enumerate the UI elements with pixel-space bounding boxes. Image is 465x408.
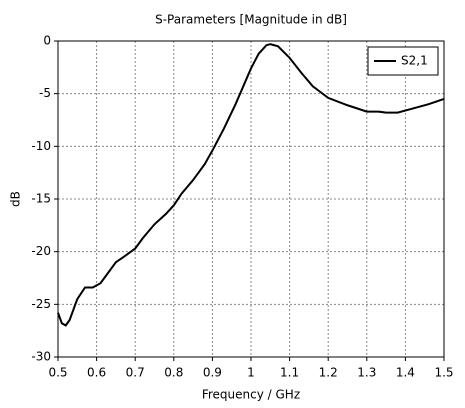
x-tick-label: 0.9 bbox=[203, 366, 222, 380]
x-tick-label: 1.5 bbox=[434, 366, 453, 380]
x-tick-label: 1 bbox=[247, 366, 255, 380]
legend-label: S2,1 bbox=[401, 54, 428, 68]
y-tick-label: -20 bbox=[31, 244, 51, 258]
x-axis-label: Frequency / GHz bbox=[202, 388, 300, 402]
x-tick-label: 0.5 bbox=[48, 366, 67, 380]
y-tick-label: -30 bbox=[31, 350, 51, 364]
x-tick-label: 0.7 bbox=[126, 366, 145, 380]
chart-title: S-Parameters [Magnitude in dB] bbox=[155, 13, 347, 27]
x-tick-label: 0.6 bbox=[87, 366, 106, 380]
x-tick-label: 0.8 bbox=[164, 366, 183, 380]
plot-frame bbox=[57, 40, 445, 358]
y-tick-label: 0 bbox=[43, 34, 51, 48]
y-axis-label: dB bbox=[9, 191, 23, 207]
y-tick-label: -10 bbox=[31, 139, 51, 153]
x-tick-label: 1.2 bbox=[319, 366, 338, 380]
legend-box bbox=[367, 46, 439, 76]
y-tick-label: -5 bbox=[39, 86, 51, 100]
y-tick-label: -15 bbox=[31, 192, 51, 206]
x-tick-label: 1.4 bbox=[396, 366, 415, 380]
x-tick-label: 1.1 bbox=[280, 366, 299, 380]
line bbox=[57, 43, 445, 327]
y-tick-label: -25 bbox=[31, 297, 51, 311]
x-tick-label: 1.3 bbox=[357, 366, 376, 380]
